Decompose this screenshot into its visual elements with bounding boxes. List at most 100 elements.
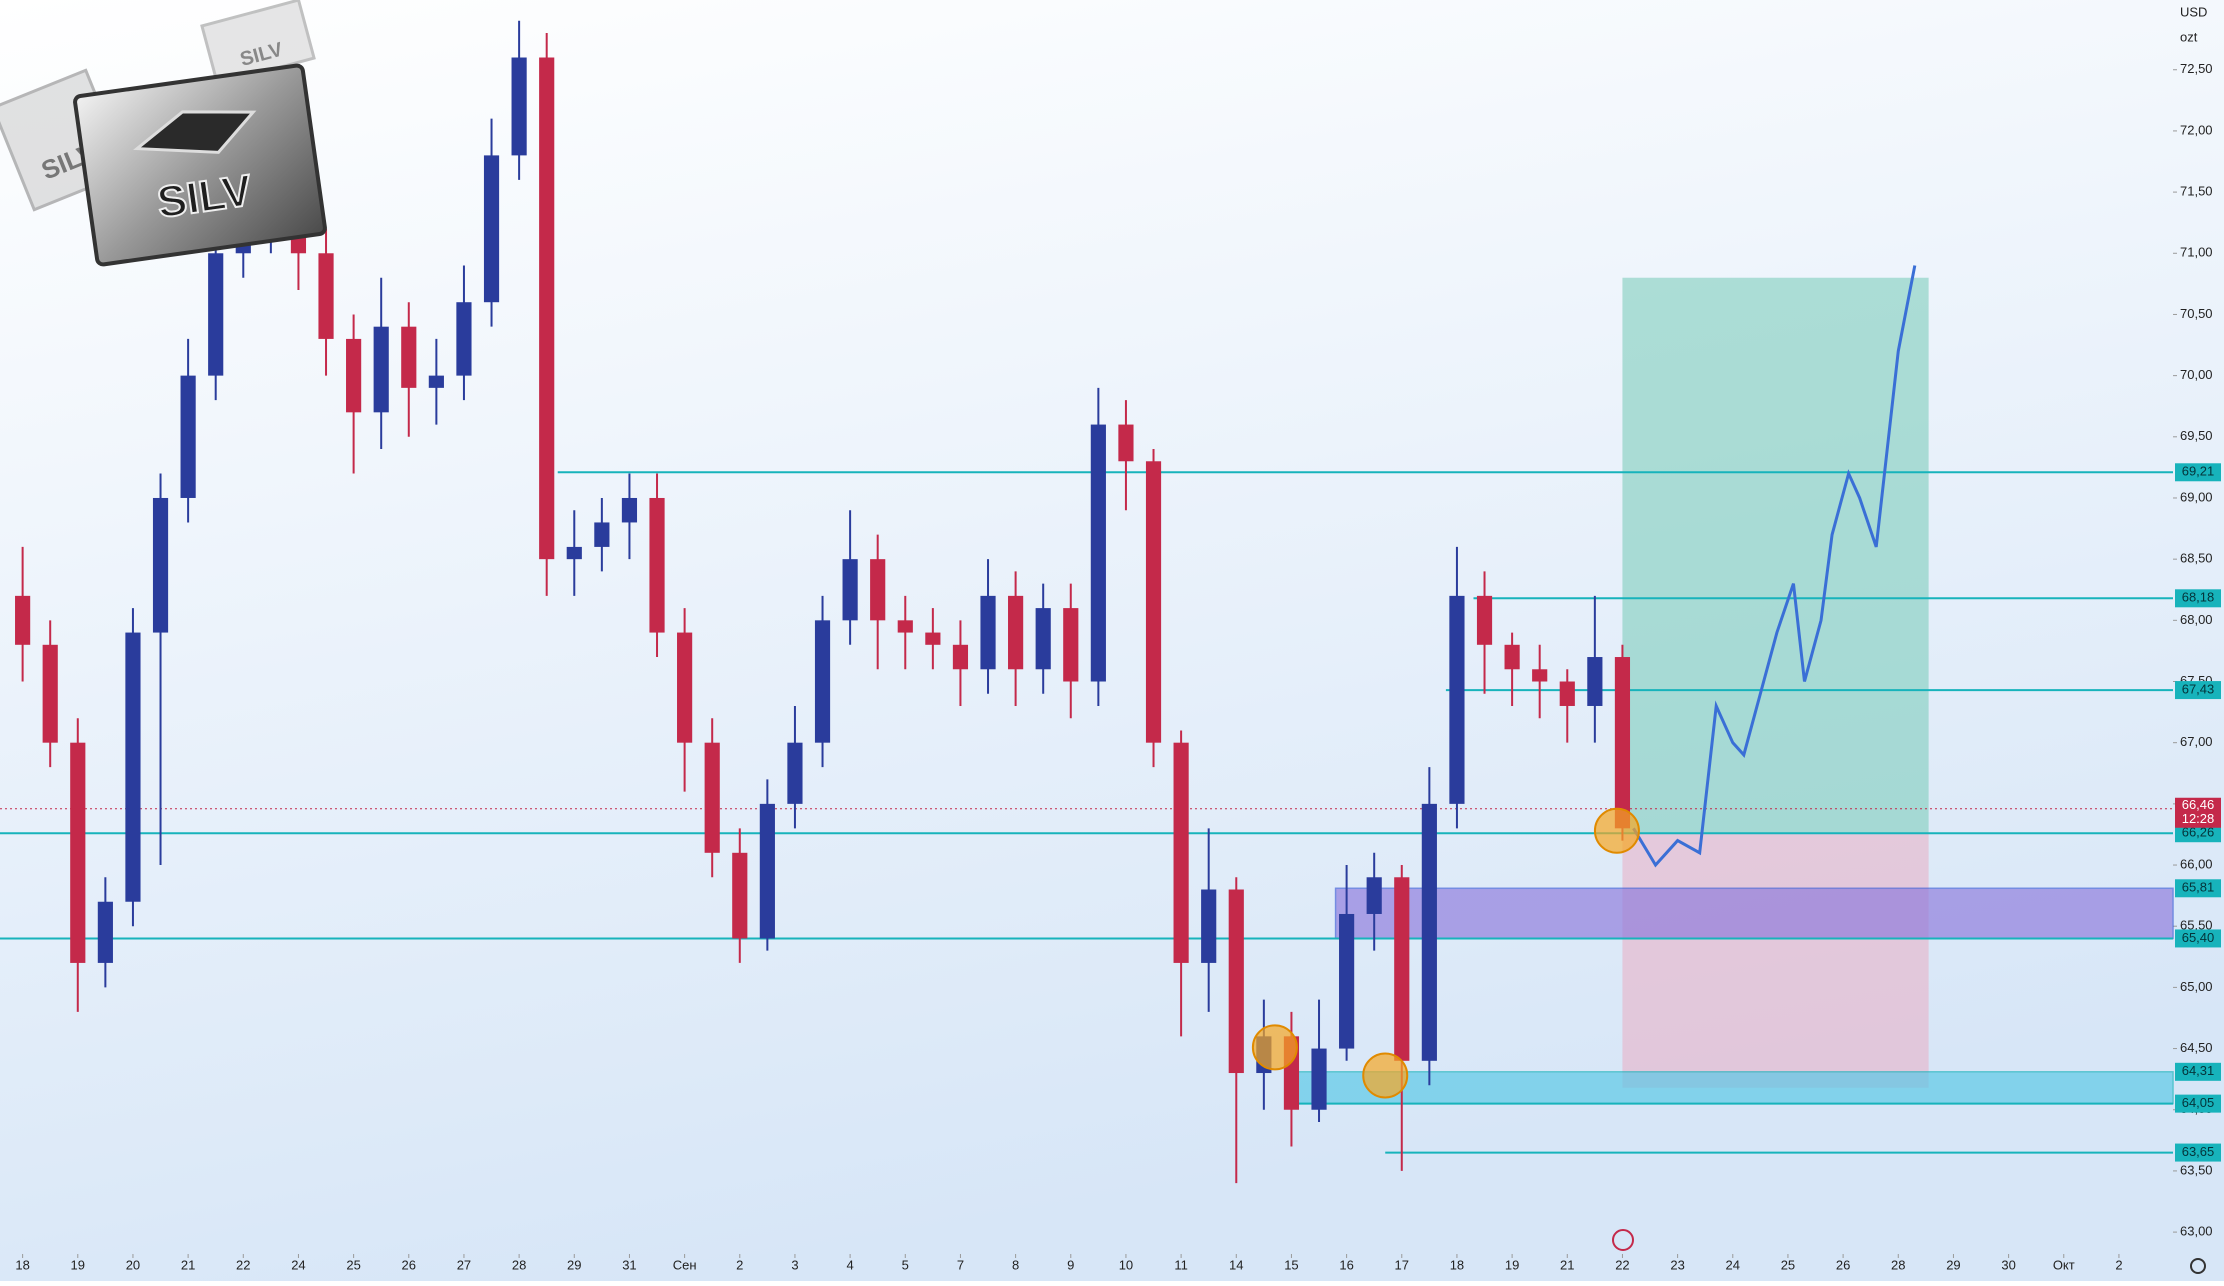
- x-tick-label: 28: [1891, 1257, 1905, 1272]
- x-tick-label: 29: [1946, 1257, 1960, 1272]
- y-tick-label: 72,50: [2180, 61, 2213, 76]
- zone: [1334, 887, 2174, 940]
- candle-body: [456, 302, 472, 376]
- projection-line: [1632, 265, 1917, 868]
- unit-label[interactable]: ozt: [2180, 29, 2198, 44]
- candle-body: [42, 644, 58, 743]
- price-tag-label: 64,31: [2182, 1063, 2215, 1078]
- candle-body: [1587, 657, 1603, 706]
- highlight-marker: [1593, 807, 1640, 854]
- y-tick-label: 63,50: [2180, 1162, 2213, 1177]
- x-tick-label: 14: [1229, 1257, 1243, 1272]
- y-tick-label: 71,50: [2180, 184, 2213, 199]
- x-tick-label: 2: [736, 1257, 743, 1272]
- candle-body: [677, 632, 693, 743]
- x-tick-label: 10: [1119, 1257, 1133, 1272]
- candle-body: [180, 375, 196, 498]
- candle-body: [1339, 913, 1355, 1049]
- candle-body: [1559, 681, 1575, 706]
- event-icon[interactable]: [1612, 1229, 1634, 1251]
- x-tick-label: 25: [346, 1257, 360, 1272]
- price-tag-label: 69,21: [2182, 464, 2215, 479]
- candle-body: [539, 57, 555, 560]
- y-tick-label: 71,00: [2180, 245, 2213, 260]
- y-tick-label: 70,00: [2180, 367, 2213, 382]
- price-tag-label: 63,65: [2182, 1144, 2215, 1159]
- logo-tile: SILV: [200, 0, 316, 86]
- x-tick-label: 27: [457, 1257, 471, 1272]
- x-tick-label: 5: [902, 1257, 909, 1272]
- highlight-marker: [1251, 1024, 1298, 1071]
- candle-body: [566, 546, 582, 560]
- x-tick-label: 31: [622, 1257, 636, 1272]
- candle-body: [897, 620, 913, 633]
- candle-body: [759, 803, 775, 939]
- price-tag-label: 65,40: [2182, 930, 2215, 945]
- x-tick-label: 11: [1174, 1257, 1188, 1272]
- x-tick-label: 19: [71, 1257, 85, 1272]
- candle-body: [1145, 461, 1162, 743]
- price-tag: [2175, 1062, 2221, 1081]
- candle-body: [1228, 889, 1244, 1074]
- candle-body: [125, 632, 141, 902]
- y-tick-label: 67,00: [2180, 734, 2213, 749]
- y-tick-label: 64,50: [2180, 1040, 2213, 1055]
- x-tick-label: 16: [1339, 1257, 1353, 1272]
- candle-body: [1173, 742, 1189, 963]
- y-tick-label: 70,50: [2180, 306, 2213, 321]
- candle-body: [1090, 424, 1106, 682]
- highlight-marker: [1362, 1052, 1409, 1099]
- x-tick-label: 8: [1012, 1257, 1019, 1272]
- currency-label[interactable]: USD: [2180, 4, 2207, 19]
- x-tick-label: 20: [126, 1257, 140, 1272]
- x-tick-label: 21: [181, 1257, 195, 1272]
- candle-body: [704, 742, 720, 853]
- candle-body: [925, 632, 941, 645]
- candle-body: [373, 326, 389, 413]
- x-tick-label: Окт: [2053, 1257, 2075, 1272]
- settings-icon[interactable]: [2190, 1258, 2206, 1274]
- candle-body: [980, 595, 996, 670]
- y-tick-label: 63,00: [2180, 1224, 2213, 1239]
- candle-body: [1035, 608, 1051, 670]
- logo-plate: [73, 63, 327, 267]
- candle-body: [732, 852, 748, 939]
- candle-body: [594, 522, 610, 547]
- y-tick-label: 65,00: [2180, 979, 2213, 994]
- x-tick-label: 15: [1284, 1257, 1298, 1272]
- x-tick-label: Сен: [673, 1257, 697, 1272]
- candle-body: [1614, 657, 1631, 829]
- candle-body: [1311, 1048, 1327, 1110]
- x-tick-label: 30: [2001, 1257, 2015, 1272]
- x-tick-label: 17: [1395, 1257, 1409, 1272]
- candle-body: [1476, 595, 1493, 645]
- x-tick-label: 22: [1615, 1257, 1629, 1272]
- x-tick-label: 24: [1726, 1257, 1740, 1272]
- candle-body: [649, 497, 665, 633]
- y-tick-label: 72,00: [2180, 122, 2213, 137]
- candle-body: [621, 497, 638, 523]
- price-tag: [2175, 589, 2221, 608]
- candle-body: [1008, 595, 1024, 670]
- x-tick-label: 9: [1067, 1257, 1074, 1272]
- x-tick-label: 26: [402, 1257, 416, 1272]
- logo: SILV SILV SILV: [0, 0, 327, 267]
- price-tag-label: 65,81: [2182, 880, 2215, 895]
- logo-tile: SILV: [73, 63, 327, 267]
- candle-body: [952, 644, 969, 670]
- x-tick-label: 24: [291, 1257, 305, 1272]
- last-price-label: 66,46: [2182, 797, 2215, 812]
- position-profit: [1622, 277, 1929, 834]
- price-tag: [2175, 879, 2221, 898]
- candle-body: [1421, 803, 1437, 1061]
- y-tick-label: 69,00: [2180, 489, 2213, 504]
- candle-body: [97, 901, 113, 963]
- candle-body: [318, 253, 334, 339]
- y-tick-label: 68,50: [2180, 551, 2213, 566]
- candle-body: [842, 559, 858, 621]
- y-tick-label: 65,50: [2180, 918, 2213, 933]
- candle-body: [428, 375, 444, 388]
- y-tick-label: 68,00: [2180, 612, 2213, 627]
- x-tick-label: 3: [791, 1257, 798, 1272]
